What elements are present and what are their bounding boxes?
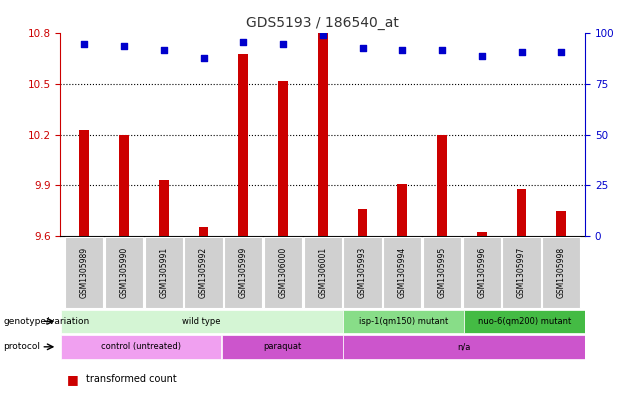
Text: ■: ■ [67, 373, 78, 386]
Title: GDS5193 / 186540_at: GDS5193 / 186540_at [246, 16, 399, 29]
Point [198, 55, 209, 61]
Bar [105, 237, 143, 308]
Bar [556, 211, 566, 236]
Bar [278, 81, 288, 236]
Bar [423, 237, 461, 308]
Bar [80, 130, 89, 236]
Bar [66, 237, 104, 308]
Point [238, 39, 249, 45]
Text: wild type: wild type [183, 317, 221, 326]
Bar [61, 310, 343, 333]
Bar [159, 180, 169, 236]
Bar [145, 237, 183, 308]
Text: isp-1(qm150) mutant: isp-1(qm150) mutant [359, 317, 448, 326]
Text: GSM1305994: GSM1305994 [398, 246, 407, 298]
Bar [343, 310, 464, 333]
Text: GSM1306000: GSM1306000 [279, 246, 287, 298]
Text: GSM1305991: GSM1305991 [159, 246, 169, 298]
Point [477, 53, 487, 59]
Bar [225, 237, 263, 308]
Point [318, 32, 328, 39]
Bar [516, 189, 527, 236]
Bar [357, 209, 368, 236]
Text: GSM1305997: GSM1305997 [517, 246, 526, 298]
Bar [222, 335, 343, 358]
Text: GSM1305993: GSM1305993 [358, 246, 367, 298]
Bar [238, 54, 248, 236]
Text: n/a: n/a [457, 342, 471, 351]
Point [80, 40, 90, 47]
Bar [184, 237, 223, 308]
Bar [463, 237, 501, 308]
Text: paraquat: paraquat [263, 342, 301, 351]
Text: GSM1305999: GSM1305999 [238, 246, 248, 298]
Text: nuo-6(qm200) mutant: nuo-6(qm200) mutant [478, 317, 571, 326]
Point [159, 46, 169, 53]
Bar [437, 135, 447, 236]
Text: GSM1306001: GSM1306001 [318, 246, 328, 298]
Text: GSM1305995: GSM1305995 [438, 246, 446, 298]
Text: genotype/variation: genotype/variation [3, 317, 90, 326]
Text: control (untreated): control (untreated) [101, 342, 181, 351]
Text: GSM1305992: GSM1305992 [199, 246, 208, 298]
Bar [343, 335, 584, 358]
Point [437, 46, 447, 53]
Bar [477, 232, 487, 236]
Point [556, 48, 567, 55]
Bar [543, 237, 581, 308]
Text: GSM1305989: GSM1305989 [80, 246, 89, 298]
Bar [119, 135, 129, 236]
Bar [318, 33, 328, 236]
Bar [198, 228, 209, 236]
Text: GSM1305996: GSM1305996 [477, 246, 487, 298]
Bar [384, 237, 422, 308]
Bar [264, 237, 302, 308]
Text: protocol: protocol [3, 342, 40, 351]
Bar [464, 310, 584, 333]
Bar [398, 184, 407, 236]
Point [516, 48, 527, 55]
Point [398, 46, 408, 53]
Bar [304, 237, 342, 308]
Text: GSM1305990: GSM1305990 [120, 246, 128, 298]
Point [278, 40, 288, 47]
Text: transformed count: transformed count [86, 374, 177, 384]
Text: GSM1305998: GSM1305998 [556, 246, 566, 298]
Bar [61, 335, 221, 358]
Point [119, 42, 129, 49]
Point [357, 44, 368, 51]
Bar [343, 237, 382, 308]
Bar [502, 237, 541, 308]
